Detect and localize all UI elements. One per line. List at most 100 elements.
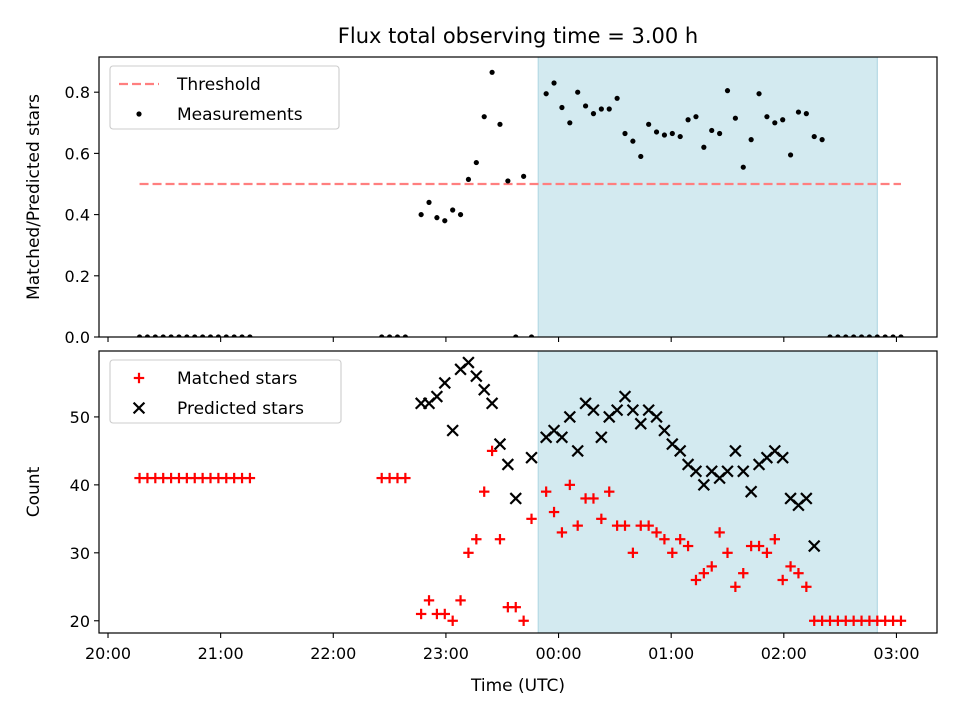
dot-point bbox=[442, 218, 448, 224]
dot-point bbox=[717, 130, 723, 137]
plus-point bbox=[753, 540, 765, 552]
dot-point bbox=[473, 159, 479, 166]
x-point-b bbox=[478, 383, 491, 396]
dot-point bbox=[677, 133, 683, 140]
dot-point bbox=[184, 334, 190, 337]
dot-point bbox=[835, 334, 841, 337]
x-point-b bbox=[784, 492, 797, 505]
plus-point bbox=[400, 472, 411, 484]
legend-dot-swatch bbox=[136, 111, 142, 117]
plus-point bbox=[596, 513, 607, 525]
x-point bbox=[721, 465, 734, 478]
dot-point bbox=[898, 334, 904, 337]
x-point bbox=[430, 390, 444, 403]
dot-point bbox=[239, 334, 245, 337]
plus-point bbox=[674, 534, 686, 545]
dot-point bbox=[465, 176, 472, 183]
x-point-b bbox=[430, 390, 444, 403]
x-point bbox=[618, 390, 632, 403]
legend-label: Matched stars bbox=[177, 369, 297, 389]
dot-point bbox=[144, 334, 151, 337]
y-tick-label: 0.6 bbox=[65, 144, 90, 163]
x-point bbox=[674, 444, 687, 458]
y-tick-label: 20 bbox=[70, 612, 90, 631]
dot-point bbox=[756, 91, 762, 97]
plus-point bbox=[588, 493, 599, 504]
x-point-b bbox=[610, 403, 624, 417]
dot-point bbox=[418, 211, 424, 218]
x-tick-label: 03:00 bbox=[873, 644, 919, 663]
x-point bbox=[478, 383, 491, 396]
x-point bbox=[438, 376, 451, 390]
series-2 bbox=[414, 356, 821, 553]
dot-point bbox=[811, 133, 817, 140]
plus-point bbox=[540, 486, 552, 497]
x-point-b bbox=[618, 390, 632, 403]
plus-point bbox=[761, 547, 773, 559]
y-tick-label: 30 bbox=[70, 544, 90, 563]
axes-frame bbox=[98, 56, 938, 338]
series-group bbox=[134, 356, 907, 626]
plus-point bbox=[777, 574, 788, 586]
x-point bbox=[462, 356, 475, 369]
plus-point bbox=[698, 568, 710, 579]
x-point bbox=[555, 431, 569, 444]
x-point-b bbox=[438, 376, 451, 390]
y-tick-label: 50 bbox=[70, 408, 90, 427]
dot-point bbox=[402, 334, 408, 337]
y-tick-label: 0.4 bbox=[65, 206, 90, 225]
x-point-b bbox=[721, 465, 734, 478]
dot-point bbox=[874, 334, 880, 337]
x-point-b bbox=[470, 369, 483, 383]
dot-point bbox=[661, 132, 668, 138]
plus-point bbox=[667, 547, 678, 559]
dot-point bbox=[724, 88, 731, 94]
observing-window-shade bbox=[538, 351, 878, 633]
x-point-b bbox=[808, 539, 821, 553]
dot-point bbox=[685, 117, 691, 123]
plus-point bbox=[463, 547, 474, 559]
series-2 bbox=[136, 69, 904, 337]
plus-point bbox=[479, 486, 490, 497]
plus-point bbox=[690, 574, 702, 586]
dot-point bbox=[450, 207, 456, 213]
dot-point bbox=[192, 334, 198, 337]
plus-point bbox=[494, 534, 506, 545]
x-point-b bbox=[689, 465, 703, 478]
dot-point bbox=[426, 199, 432, 205]
dot-point bbox=[513, 334, 519, 337]
dot-point bbox=[772, 120, 778, 126]
plus-point bbox=[659, 534, 670, 545]
plus-point bbox=[415, 608, 427, 620]
axes-frame bbox=[98, 350, 938, 634]
x-point bbox=[563, 410, 576, 424]
dot-point bbox=[590, 111, 597, 117]
dot-point bbox=[827, 334, 833, 337]
y-tick-label: 0.8 bbox=[65, 83, 90, 102]
panel-2: 20 30 40 50 20:00 21:00 22:00 23:00 00:00 01:00 02… bbox=[24, 350, 938, 663]
plots: 0.0 0.2 0.4 0.6 0.8 Matched/Predicted stars Th… bbox=[24, 56, 938, 663]
dot-point bbox=[669, 130, 675, 137]
plus-point bbox=[801, 581, 812, 592]
plus-point bbox=[627, 547, 639, 559]
plus-point bbox=[564, 479, 576, 491]
plus-point bbox=[785, 561, 796, 572]
plus-point bbox=[730, 581, 741, 592]
legend: Threshold Measurements bbox=[109, 65, 340, 130]
x-tick-label: 01:00 bbox=[648, 644, 694, 663]
x-point bbox=[493, 437, 507, 451]
x-point-b bbox=[674, 444, 687, 458]
dot-point bbox=[505, 178, 511, 184]
dot-point bbox=[693, 114, 699, 120]
dot-point bbox=[168, 334, 174, 337]
legend-x-swatch bbox=[132, 401, 146, 415]
plus-point bbox=[714, 527, 725, 538]
plus-point bbox=[548, 506, 560, 518]
legend-label: Measurements bbox=[177, 105, 303, 125]
x-point bbox=[634, 417, 647, 430]
x-point-b bbox=[563, 410, 576, 424]
plus-point bbox=[447, 615, 458, 626]
legend: Matched stars Predicted stars bbox=[109, 359, 342, 424]
legend-label: Threshold bbox=[176, 75, 261, 95]
dot-point bbox=[866, 334, 873, 337]
